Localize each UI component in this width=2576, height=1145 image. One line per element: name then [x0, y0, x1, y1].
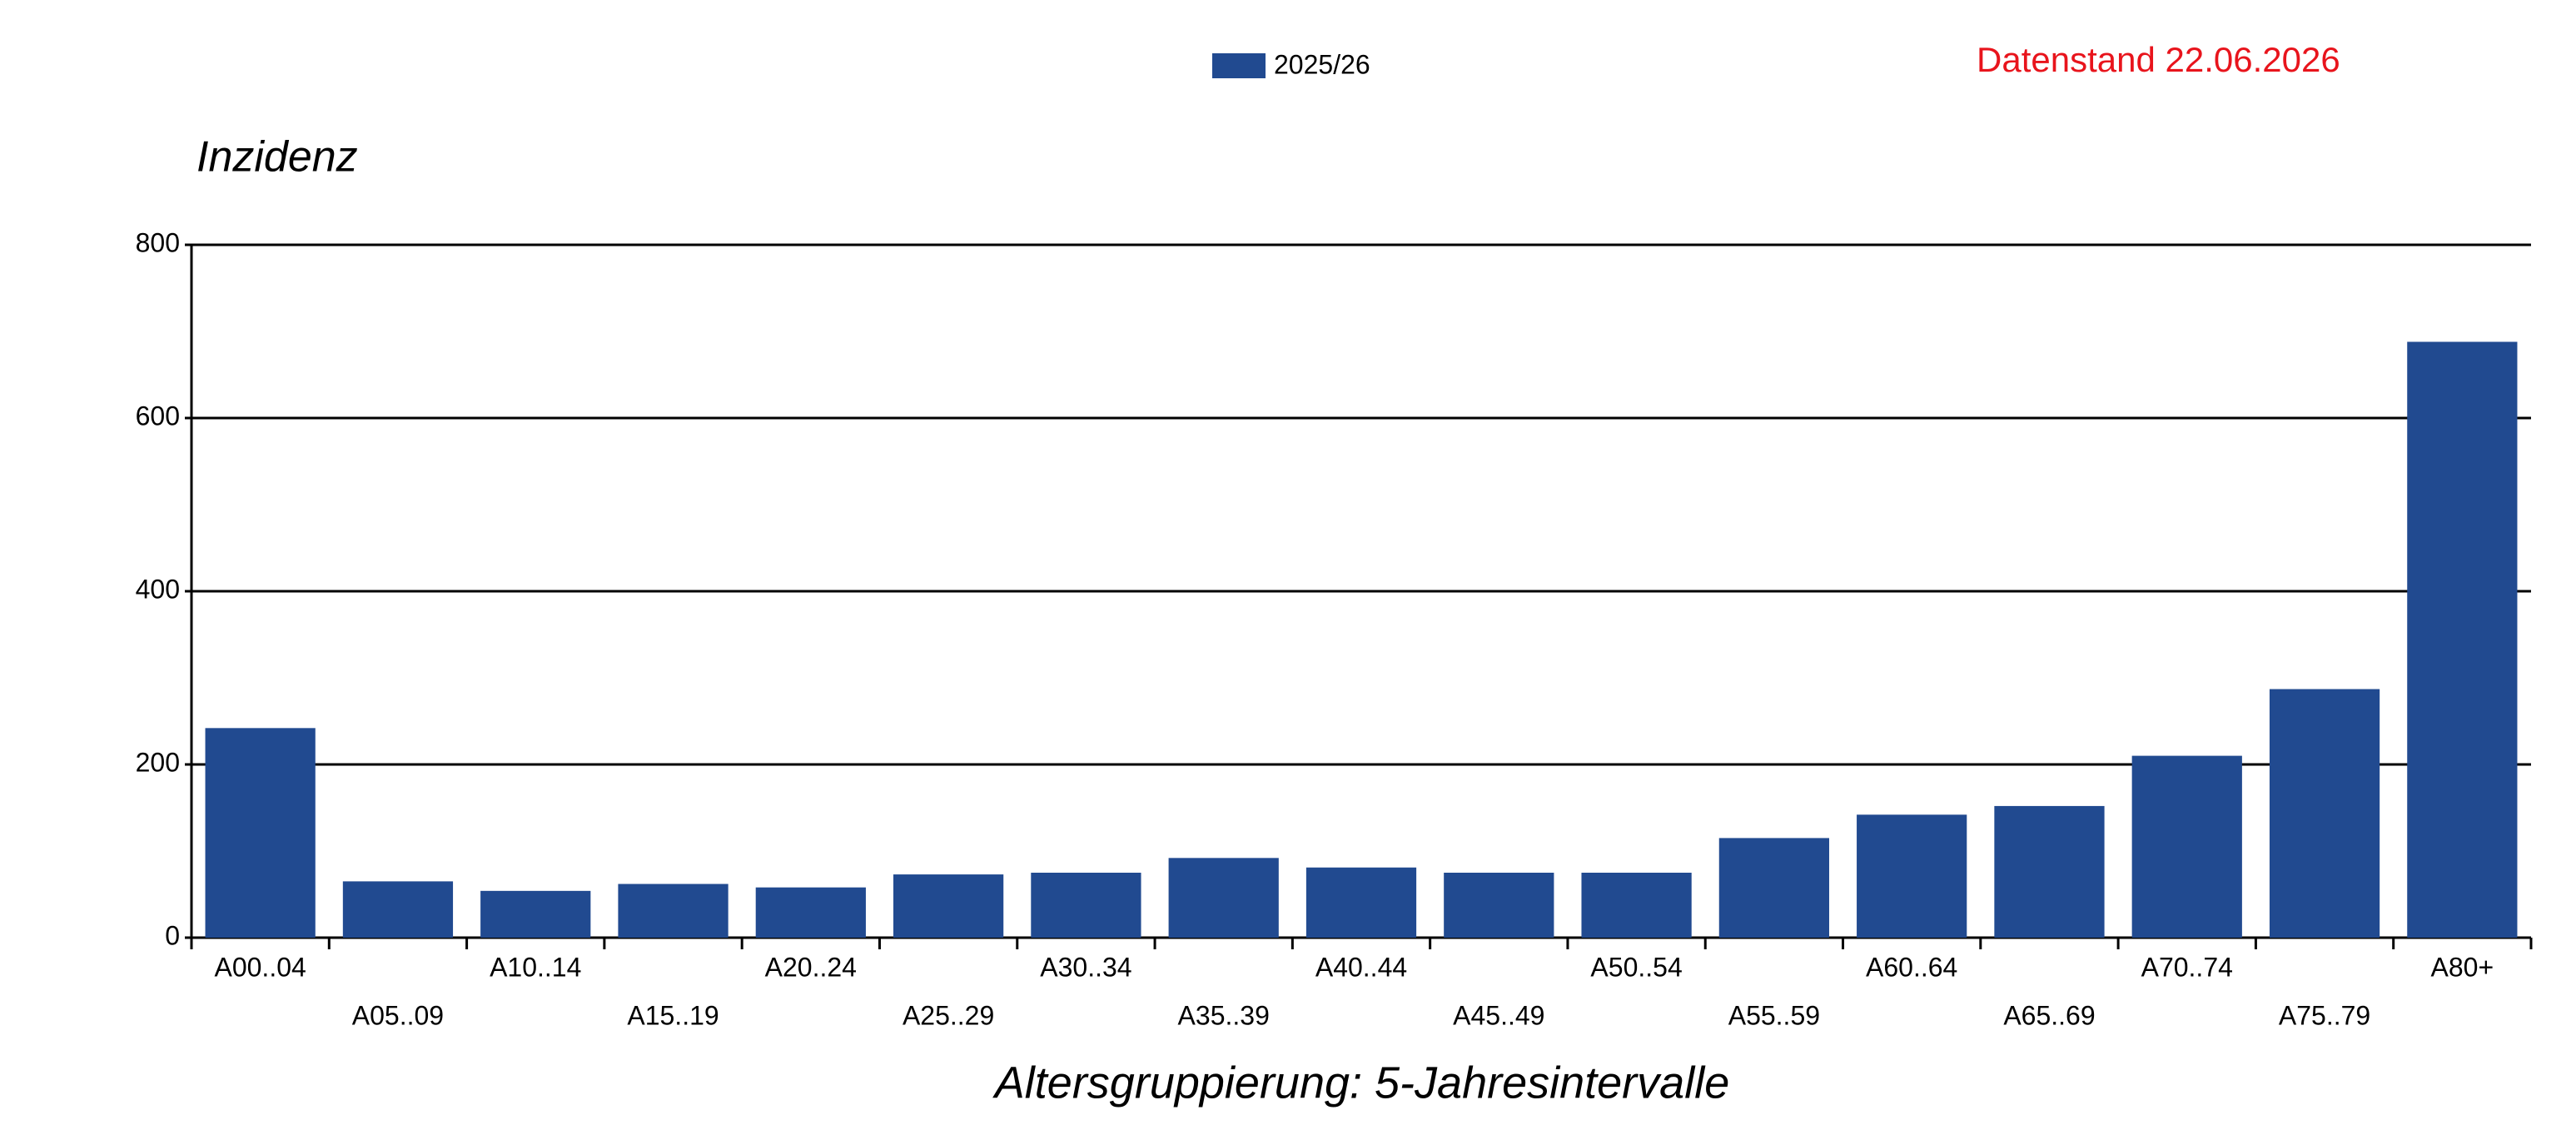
x-tick-label: A60..64 [1866, 952, 1957, 982]
x-tick-label: A25..29 [903, 1000, 994, 1030]
x-tick-label: A50..54 [1590, 952, 1682, 982]
bar [2269, 689, 2380, 938]
y-tick-label: 0 [165, 920, 180, 950]
bar [1444, 873, 1554, 938]
bar [205, 728, 316, 938]
x-tick-label: A00..04 [214, 952, 306, 982]
bar [755, 887, 866, 938]
bar [2407, 341, 2518, 938]
x-tick-label: A05..09 [352, 1000, 444, 1030]
x-tick-label: A30..34 [1040, 952, 1131, 982]
y-tick-label: 400 [136, 574, 180, 604]
x-tick-label: A80+ [2431, 952, 2494, 982]
bar [1168, 858, 1279, 938]
x-tick-label: A20..24 [765, 952, 857, 982]
bar [342, 881, 454, 938]
annotation: Datenstand 22.06.2026 [1977, 40, 2340, 79]
x-tick-label: A70..74 [2141, 952, 2233, 982]
y-tick-label: 800 [136, 227, 180, 257]
legend-swatch [1212, 53, 1266, 78]
legend-label: 2025/26 [1274, 49, 1370, 79]
x-tick-label: A55..59 [1728, 1000, 1820, 1030]
bar [480, 890, 591, 938]
bar [1581, 873, 1692, 938]
bar [893, 874, 1004, 938]
bar [2131, 755, 2242, 938]
y-tick-label: 600 [136, 401, 180, 431]
bar [618, 884, 729, 938]
bar [1305, 867, 1417, 938]
x-tick-label: A45..49 [1453, 1000, 1544, 1030]
x-tick-label: A65..69 [2003, 1000, 2095, 1030]
x-tick-label: A10..14 [490, 952, 581, 982]
y-tick-label: 200 [136, 747, 180, 777]
y-axis-title: Inzidenz [196, 133, 358, 182]
bar [1857, 814, 1967, 938]
x-axis-title: Altersgruppierung: 5-Jahresintervalle [992, 1058, 1729, 1108]
x-tick-label: A35..39 [1178, 1000, 1270, 1030]
x-tick-label: A15..19 [627, 1000, 719, 1030]
x-tick-label: A40..44 [1315, 952, 1407, 982]
bar [1031, 873, 1141, 938]
x-tick-label: A75..79 [2279, 1000, 2370, 1030]
bar [1718, 838, 1829, 938]
bar [1994, 805, 2105, 938]
